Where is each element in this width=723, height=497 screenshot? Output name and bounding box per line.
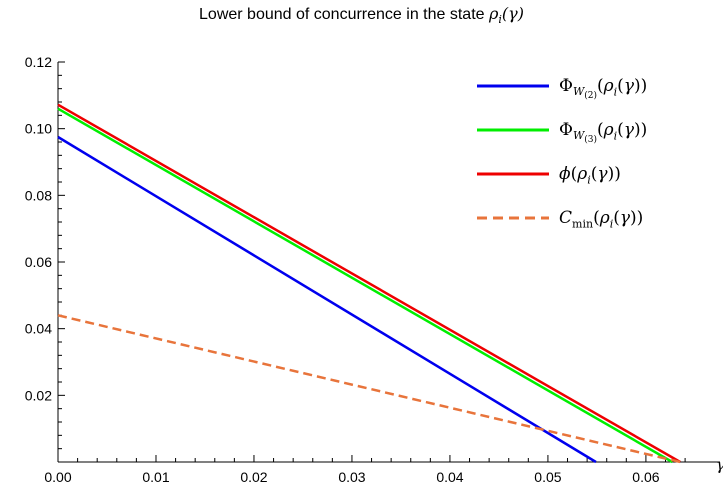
x-tick-label: 0.03	[338, 469, 365, 485]
legend-label-cmin: Cmin(ρi(γ))	[559, 208, 644, 231]
legend-item-phi-w3: ΦW(3)(ρi(γ))	[475, 118, 715, 162]
y-tick-label: 0.08	[25, 187, 52, 203]
x-tick-label: 0.00	[44, 469, 71, 485]
legend: ΦW(2)(ρi(γ)) ΦW(3)(ρi(γ)) ϕ(ρi(γ)) Cmin(…	[475, 74, 715, 250]
series-line-0	[57, 135, 597, 464]
y-tick-label: 0.04	[25, 321, 52, 337]
series-layer	[57, 103, 681, 464]
x-tick-label: 0.05	[534, 469, 561, 485]
x-axis-label: γ	[716, 456, 723, 474]
x-tick-label: 0.02	[240, 469, 267, 485]
y-tick-label: 0.10	[25, 121, 52, 137]
y-tick-label: 0.02	[25, 387, 52, 403]
x-tick-label: 0.06	[632, 469, 659, 485]
legend-item-phi: ϕ(ρi(γ))	[475, 162, 715, 206]
chart-title: Lower bound of concurrence in the state …	[0, 4, 723, 26]
legend-label-phi-w2: ΦW(2)(ρi(γ))	[559, 76, 648, 102]
series-line-2	[57, 103, 681, 464]
legend-item-phi-w2: ΦW(2)(ρi(γ))	[475, 74, 715, 118]
legend-label-phi-w3: ΦW(3)(ρi(γ))	[559, 120, 648, 146]
legend-swatch-cmin	[477, 216, 549, 220]
x-tick-label: 0.01	[142, 469, 169, 485]
legend-swatch-phi-w2	[477, 84, 549, 88]
series-line-3	[57, 314, 681, 464]
chart-title-text: Lower bound of concurrence in the state …	[199, 4, 524, 27]
y-tick-label: 0.12	[25, 54, 52, 70]
legend-item-cmin: Cmin(ρi(γ))	[475, 206, 715, 250]
series-line-1	[57, 107, 673, 464]
x-tick-label: 0.04	[436, 469, 463, 485]
legend-swatch-phi	[477, 172, 549, 176]
legend-label-phi: ϕ(ρi(γ))	[559, 164, 621, 187]
legend-swatch-phi-w3	[477, 128, 549, 132]
y-tick-label: 0.06	[25, 254, 52, 270]
axes: 0.00 0.01 0.02 0.03 0.04 0.05 0.06 0.02 0.04 0.06…	[25, 54, 723, 485]
